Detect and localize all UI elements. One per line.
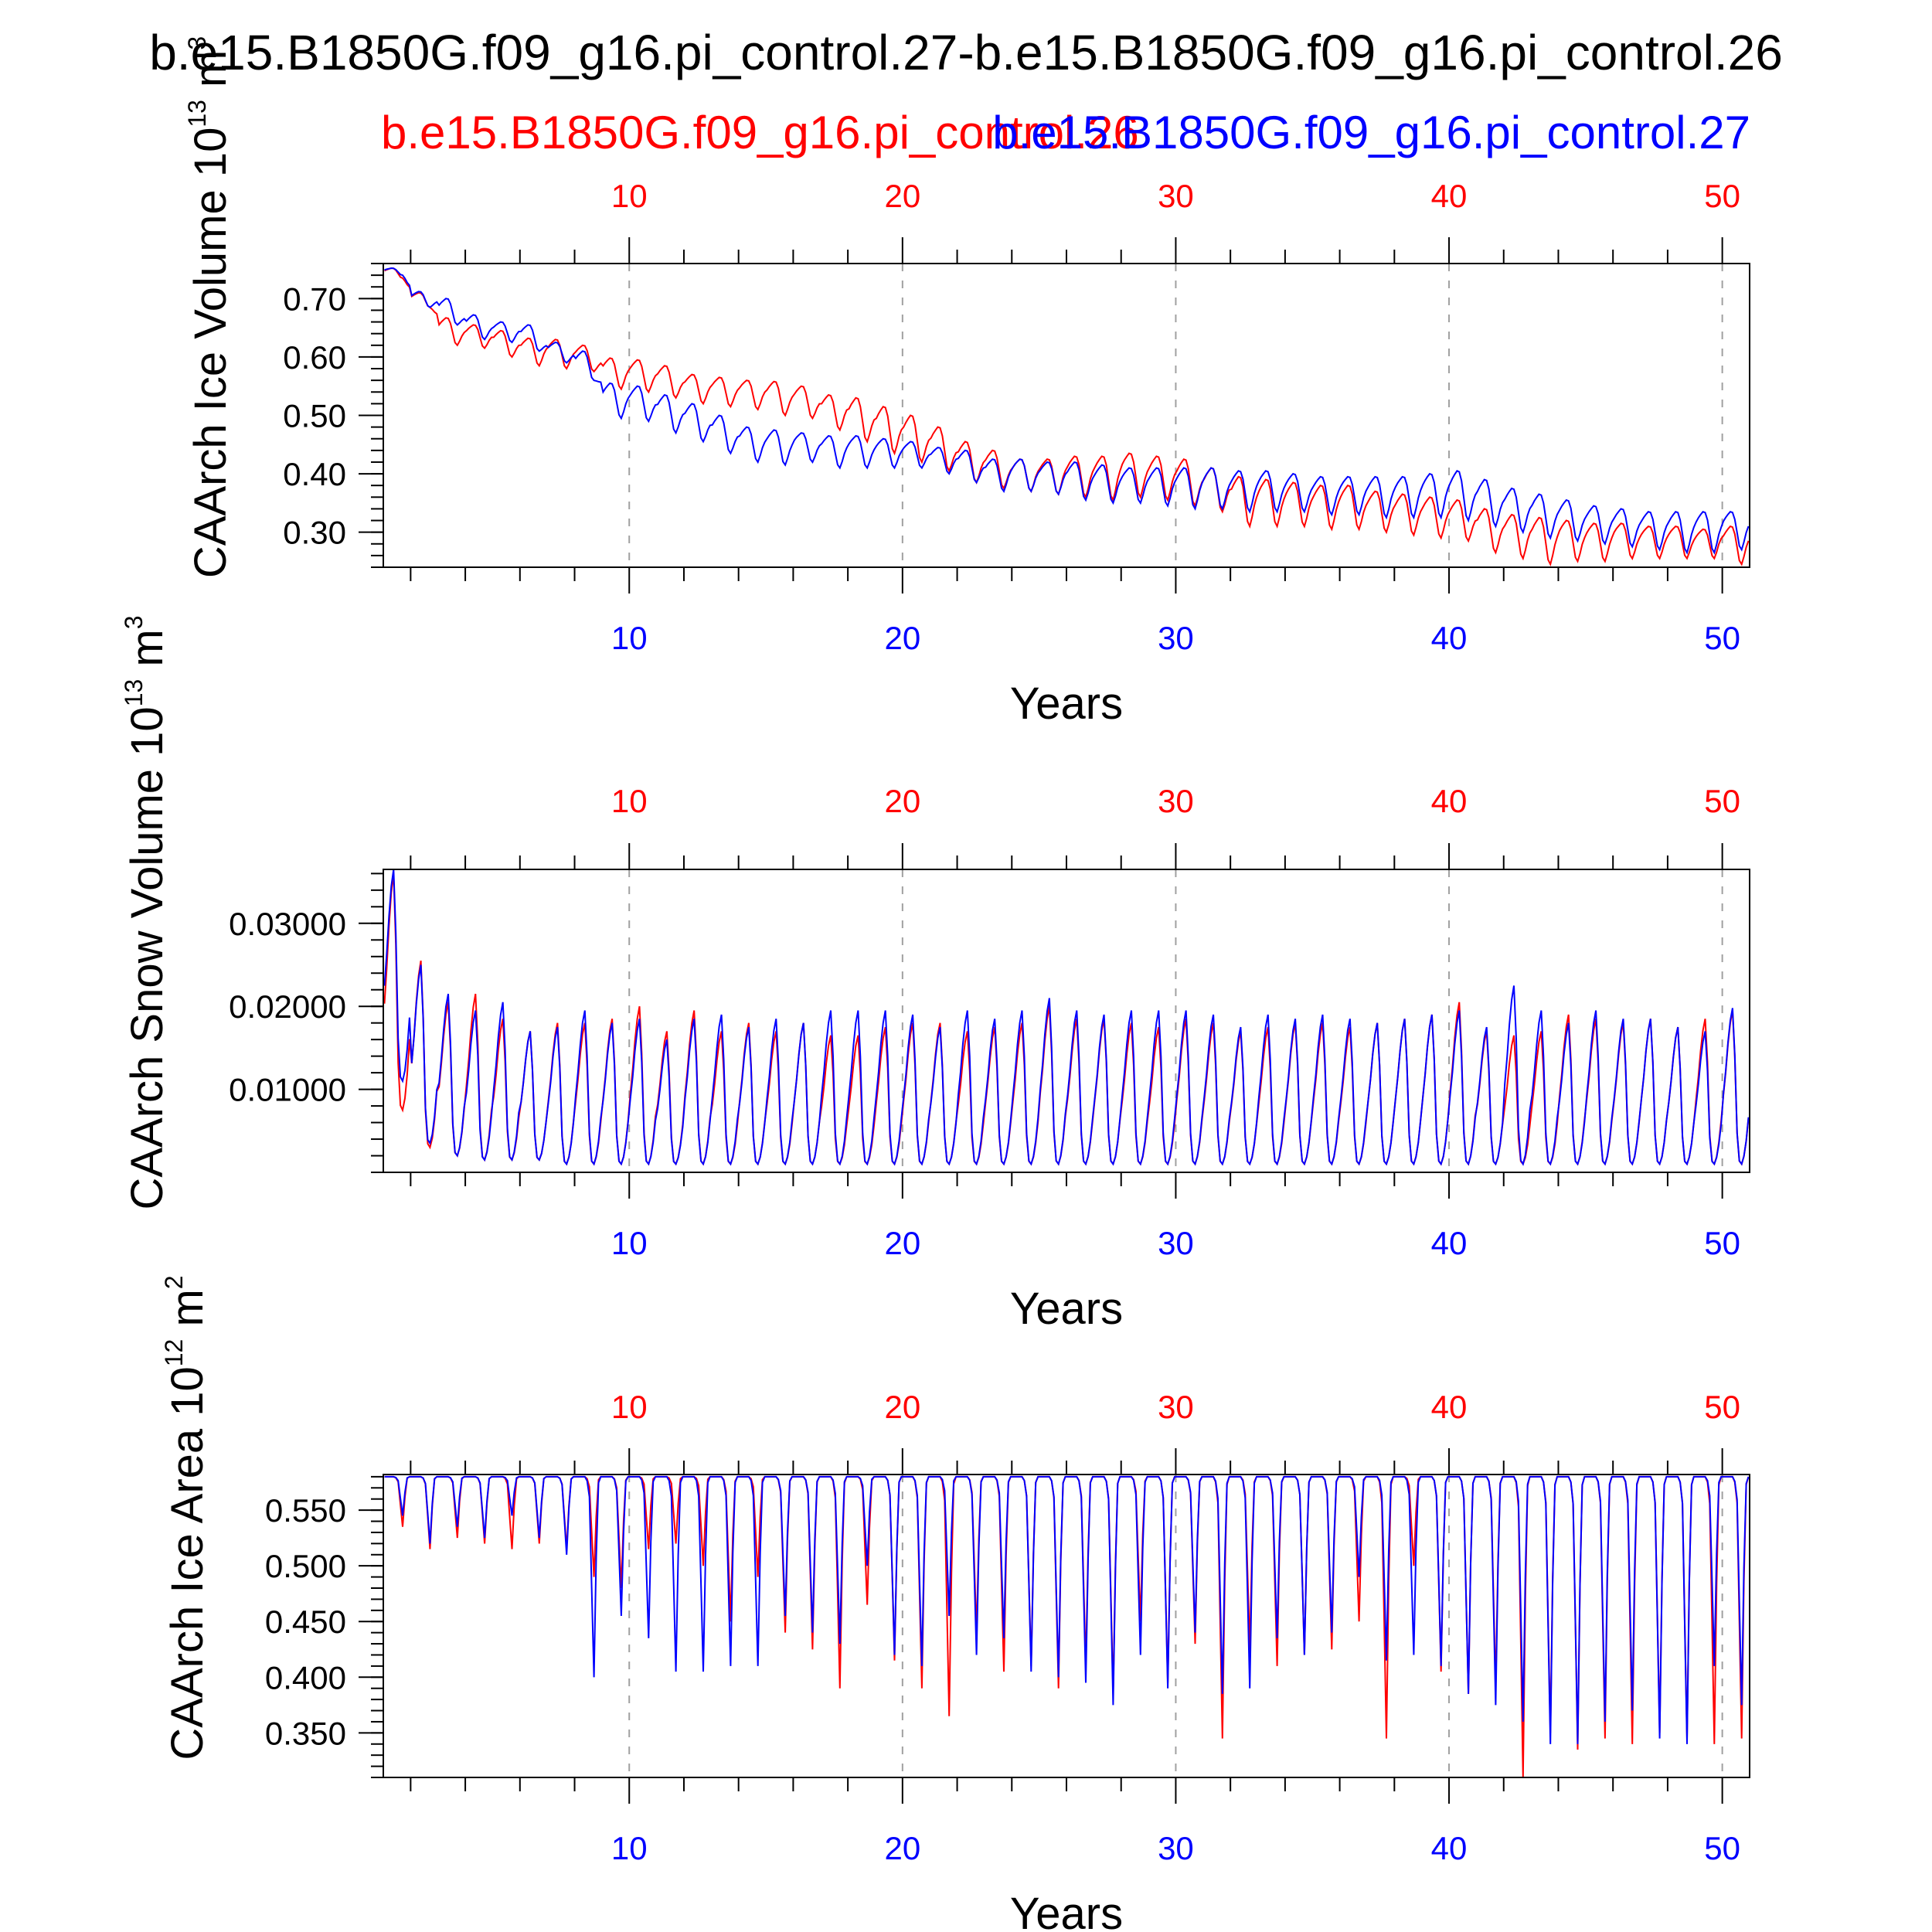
y-axis-label-superscript: 12 [160, 1339, 188, 1367]
series-line-red [384, 267, 1750, 567]
y-tick-label: 0.400 [265, 1659, 346, 1696]
y-axis-label: CAArch Ice Area 1012 m2 [160, 1275, 213, 1760]
y-tick-label: 0.03000 [229, 906, 346, 942]
top-x-tick-label: 10 [611, 1389, 648, 1425]
top-x-tick-label: 50 [1704, 178, 1740, 214]
top-x-tick-label: 40 [1431, 178, 1468, 214]
bottom-x-tick-label: 40 [1431, 1830, 1468, 1866]
top-x-tick-label: 20 [884, 783, 920, 819]
panel-ice_volume: 10 10 20 20 30 30 40 40 50 50 0.30 0.40 0.50 0.60 0.70… [183, 36, 1750, 729]
bottom-x-tick-label: 10 [611, 620, 648, 656]
y-axis-label-part: m [122, 629, 172, 679]
y-axis-label-part: CAArch Ice Area 10 [162, 1366, 213, 1760]
top-x-tick-label: 10 [611, 783, 648, 819]
series-line-red [384, 1475, 1750, 1778]
top-x-tick-label: 30 [1158, 178, 1194, 214]
bottom-x-tick-label: 20 [884, 1830, 920, 1866]
top-x-tick-label: 10 [611, 178, 648, 214]
bottom-x-tick-label: 10 [611, 1830, 648, 1866]
top-x-tick-label: 30 [1158, 1389, 1194, 1425]
y-tick-label: 0.02000 [229, 988, 346, 1025]
bottom-x-tick-label: 30 [1158, 1225, 1194, 1261]
top-x-tick-label: 50 [1704, 783, 1740, 819]
bottom-x-tick-label: 30 [1158, 1830, 1194, 1866]
x-axis-label: Years [1010, 1284, 1123, 1334]
y-tick-label: 0.550 [265, 1492, 346, 1529]
y-axis-label-superscript: 2 [160, 1275, 188, 1289]
y-axis-label-part: CAArch Snow Volume 10 [122, 706, 172, 1209]
series-line-blue [383, 869, 1750, 1166]
plot-frame-ice_volume [383, 263, 1750, 568]
y-axis-label-part: m [162, 1289, 213, 1338]
series-line-blue [384, 1475, 1750, 1744]
bottom-x-tick-label: 40 [1431, 1225, 1468, 1261]
bottom-x-tick-label: 20 [884, 620, 920, 656]
y-axis-label-part: CAArch Ice Volume 10 [185, 128, 236, 579]
y-tick-label: 0.40 [283, 456, 346, 492]
x-axis-label: Years [1010, 1889, 1123, 1932]
y-tick-label: 0.60 [283, 339, 346, 376]
y-axis-label-superscript: 13 [120, 679, 148, 707]
y-tick-label: 0.70 [283, 281, 346, 317]
y-tick-label: 0.50 [283, 398, 346, 434]
bottom-x-tick-label: 40 [1431, 620, 1468, 656]
y-tick-label: 0.01000 [229, 1072, 346, 1108]
figure-title: b.e15.B1850G.f09_g16.pi_control.27-b.e15… [149, 25, 1783, 80]
plot-frame-snow_volume [383, 869, 1750, 1173]
plot-frame-ice_area [383, 1474, 1750, 1778]
top-x-tick-label: 50 [1704, 1389, 1740, 1425]
y-tick-label: 0.450 [265, 1604, 346, 1640]
series-line-blue [384, 267, 1750, 555]
y-axis-label-superscript: 3 [120, 615, 148, 629]
y-tick-label: 0.350 [265, 1715, 346, 1751]
y-tick-label: 0.500 [265, 1548, 346, 1584]
bottom-x-tick-label: 30 [1158, 620, 1194, 656]
legend-red-label: b.e15.B1850G.f09_g16.pi_control.26 [381, 107, 1139, 158]
y-tick-label: 0.30 [283, 515, 346, 551]
top-x-tick-label: 30 [1158, 783, 1194, 819]
y-axis-label-superscript: 13 [183, 100, 211, 128]
panels: 10 10 20 20 30 30 40 40 50 50 0.30 0.40 0.50 0.60 0.70… [120, 36, 1750, 1932]
y-axis-label: CAArch Ice Volume 1013 m3 [183, 36, 236, 578]
panel-ice_area: 10 10 20 20 30 30 40 40 50 50 0.350 0.400 0.450 0.500… [160, 1275, 1750, 1932]
bottom-x-tick-label: 50 [1704, 1830, 1740, 1866]
panel-snow_volume: 10 10 20 20 30 30 40 40 50 50 0.01000 0.02000 0.0300… [120, 615, 1750, 1334]
y-axis-label-superscript: 3 [183, 36, 211, 50]
top-x-tick-label: 40 [1431, 1389, 1468, 1425]
x-axis-label: Years [1010, 679, 1123, 729]
y-axis-label-part: m [185, 50, 236, 100]
bottom-x-tick-label: 50 [1704, 1225, 1740, 1261]
top-x-tick-label: 40 [1431, 783, 1468, 819]
legend-blue-label: b.e15.B1850G.f09_g16.pi_control.27 [992, 107, 1750, 158]
bottom-x-tick-label: 20 [884, 1225, 920, 1261]
y-axis-label: CAArch Snow Volume 1013 m3 [120, 615, 172, 1209]
bottom-x-tick-label: 50 [1704, 620, 1740, 656]
bottom-x-tick-label: 10 [611, 1225, 648, 1261]
top-x-tick-label: 20 [884, 1389, 920, 1425]
top-x-tick-label: 20 [884, 178, 920, 214]
